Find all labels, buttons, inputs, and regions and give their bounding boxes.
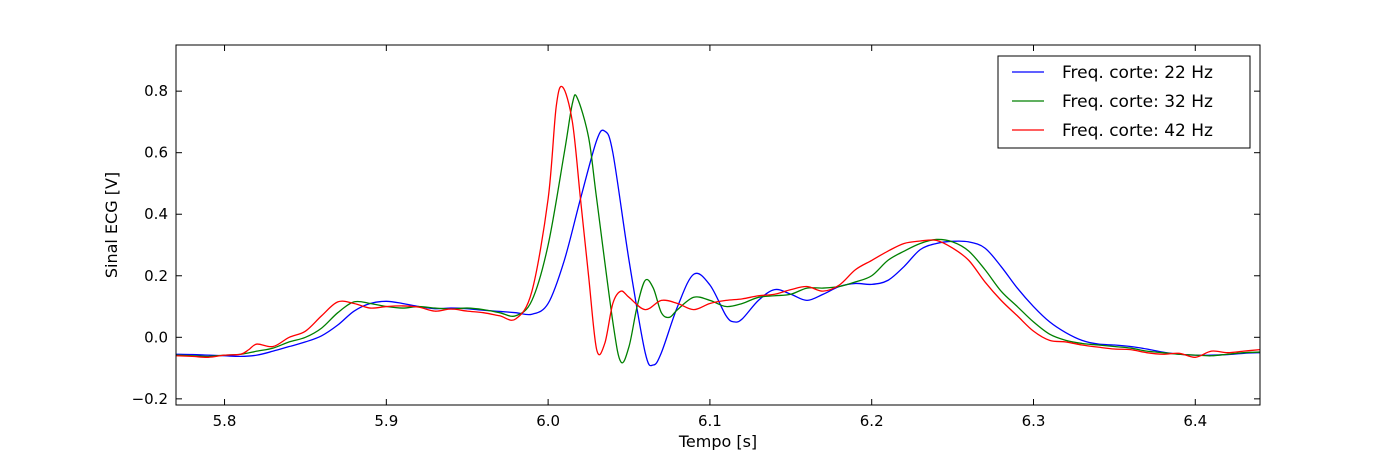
x-tick-label: 5.9 xyxy=(374,412,398,430)
legend-frame xyxy=(997,55,1251,149)
x-tick-label: 6.4 xyxy=(1183,412,1207,430)
tick-layer: 5.8 5.9 6.0 6.1 6.2 6.3 6.4 −0.2 0.0 0.2 0.4 0.6 0.8 xyxy=(132,45,1260,430)
series-line-2 xyxy=(176,94,1260,364)
y-tick-label: 0.8 xyxy=(144,82,168,100)
series-line-1 xyxy=(176,129,1260,367)
x-tick-label: 6.1 xyxy=(698,412,722,430)
legend: Freq. corte: 22 Hz Freq. corte: 32 Hz Freq… xyxy=(997,55,1251,149)
x-tick-label: 6.3 xyxy=(1022,412,1046,430)
legend-label-1: Freq. corte: 22 Hz xyxy=(1062,63,1213,83)
x-axis-title: Tempo [s] xyxy=(678,432,757,450)
y-tick-label: 0.2 xyxy=(144,267,168,285)
y-tick-label: 0.4 xyxy=(144,205,168,223)
y-axis-title: Sinal ECG [V] xyxy=(102,172,121,278)
x-tick-label: 6.2 xyxy=(860,412,884,430)
legend-label-2: Freq. corte: 32 Hz xyxy=(1062,92,1213,112)
y-tick-label: 0.0 xyxy=(144,328,168,346)
y-tick-label: 0.6 xyxy=(144,144,168,162)
x-tick-label: 5.8 xyxy=(213,412,237,430)
legend-label-3: Freq. corte: 42 Hz xyxy=(1062,121,1213,141)
x-tick-label: 6.0 xyxy=(536,412,560,430)
series-line-3 xyxy=(176,85,1260,358)
y-tick-label: −0.2 xyxy=(132,390,168,408)
plot-frame xyxy=(175,44,1261,406)
series-layer xyxy=(176,85,1260,367)
